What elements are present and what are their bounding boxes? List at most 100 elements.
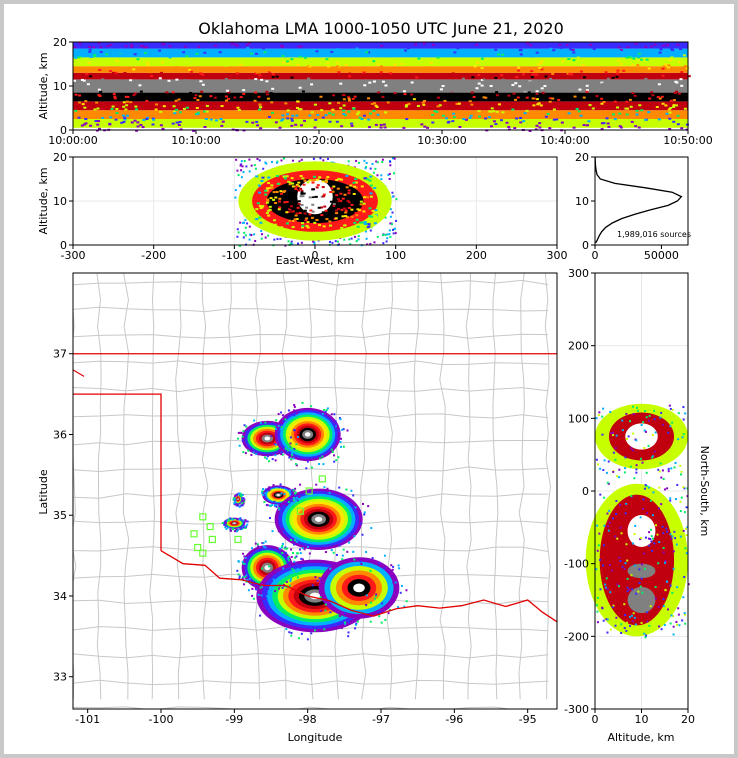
time-altitude-cell	[501, 78, 505, 81]
altitude-ns-cell	[682, 486, 685, 489]
time-altitude-cell	[560, 121, 564, 124]
time-altitude-cell	[299, 45, 303, 48]
time-altitude-cell	[567, 57, 571, 60]
density-cell	[261, 542, 264, 545]
time-altitude-xtick-label: 10:00:00	[48, 134, 97, 147]
ew-altitude-cell	[356, 208, 360, 211]
density-cell	[242, 552, 245, 555]
density-cell	[311, 584, 314, 587]
altitude-ns-cell	[606, 525, 609, 528]
ew-altitude-cell	[299, 187, 303, 190]
altitude-ns-cell	[616, 475, 619, 478]
ew-altitude-cell	[255, 208, 259, 211]
time-altitude-cell	[501, 53, 505, 56]
ew-altitude-cell	[287, 240, 290, 243]
density-cell	[274, 459, 277, 462]
ew-altitude-cell	[299, 175, 303, 178]
density-cell	[287, 557, 290, 560]
time-altitude-cell	[400, 62, 404, 65]
time-altitude-cell	[213, 44, 217, 47]
time-altitude-cell	[337, 71, 341, 74]
altitude-ns-cell	[628, 615, 631, 618]
time-altitude-cell	[291, 114, 295, 117]
time-altitude-cell	[626, 107, 630, 110]
county-line	[386, 273, 394, 700]
ew-altitude-cell	[313, 242, 316, 245]
density-cell	[282, 567, 285, 570]
density-cell	[370, 527, 373, 530]
time-altitude-cell	[352, 107, 356, 110]
density-cell	[290, 548, 293, 551]
time-altitude-cell	[82, 79, 86, 82]
density-cell	[274, 443, 277, 446]
time-altitude-cell	[310, 111, 314, 114]
altitude-ns-cell	[677, 527, 680, 530]
time-altitude-cell	[281, 45, 285, 48]
ew-altitude-cell	[301, 177, 305, 180]
density-cell	[373, 597, 376, 600]
density-cell	[226, 519, 229, 522]
time-altitude-cell	[464, 118, 468, 121]
altitude-ns-cell	[633, 460, 636, 463]
time-altitude-cell	[86, 83, 90, 86]
density-cell	[281, 504, 284, 507]
time-altitude-cell	[212, 88, 216, 91]
time-altitude-cell	[632, 89, 636, 92]
density-cell	[355, 622, 358, 625]
ew-altitude-cell	[391, 228, 394, 231]
altitude-ns-cell	[683, 511, 686, 514]
ew-altitude-plot-area	[234, 157, 398, 247]
time-altitude-cell	[497, 53, 501, 56]
density-cell	[241, 500, 244, 503]
density-cell	[289, 580, 292, 583]
ew-altitude-cell	[354, 178, 358, 181]
density-cell	[295, 563, 298, 566]
density-cell	[335, 553, 338, 556]
time-altitude-band	[73, 72, 688, 80]
density-cell	[339, 445, 342, 448]
ew-altitude-cell	[248, 238, 251, 241]
time-altitude-cell	[540, 68, 544, 71]
time-altitude-cell	[579, 84, 583, 87]
time-altitude-cell	[648, 97, 652, 100]
ew-altitude-cell	[369, 167, 372, 170]
time-altitude-cell	[519, 53, 523, 56]
time-altitude-cell	[87, 45, 91, 48]
altitude-ns-cell	[625, 629, 628, 632]
altitude-ns-cell	[662, 546, 665, 549]
time-altitude-cell	[477, 73, 481, 76]
ew-altitude-cell	[366, 178, 370, 181]
altitude-ns-cell	[605, 577, 608, 580]
altitude-ns-cell	[625, 502, 628, 505]
time-altitude-cell	[367, 97, 371, 100]
ew-altitude-cell	[384, 216, 387, 219]
time-altitude-cell	[257, 71, 261, 74]
altitude-ns-cell	[682, 406, 685, 409]
density-cell	[343, 612, 346, 615]
time-altitude-cell	[667, 108, 671, 111]
density-cell	[336, 426, 339, 429]
altitude-ns-ylabel: North-South, km	[698, 446, 711, 537]
time-altitude-cell	[122, 105, 126, 108]
time-altitude-cell	[242, 53, 246, 56]
altitude-ns-cell	[673, 415, 676, 418]
time-altitude-cell	[201, 73, 205, 76]
time-altitude-cell	[99, 51, 103, 54]
altitude-ns-cell	[630, 447, 633, 450]
time-altitude-cell	[80, 124, 84, 127]
ew-altitude-cell	[291, 199, 295, 202]
time-altitude-band	[73, 101, 688, 111]
time-altitude-cell	[151, 123, 155, 126]
time-altitude-cell	[631, 63, 635, 66]
time-altitude-cell	[290, 76, 294, 79]
density-cell	[295, 555, 298, 558]
density-cell	[274, 454, 277, 457]
ew-altitude-cell	[259, 221, 263, 224]
time-altitude-cell	[284, 102, 288, 105]
altitude-ns-cell	[618, 585, 621, 588]
density-cell	[280, 426, 283, 429]
density-cell	[338, 486, 341, 489]
ew-altitude-cell	[332, 185, 336, 188]
density-cell	[238, 505, 241, 508]
ew-altitude-cell	[239, 221, 242, 224]
